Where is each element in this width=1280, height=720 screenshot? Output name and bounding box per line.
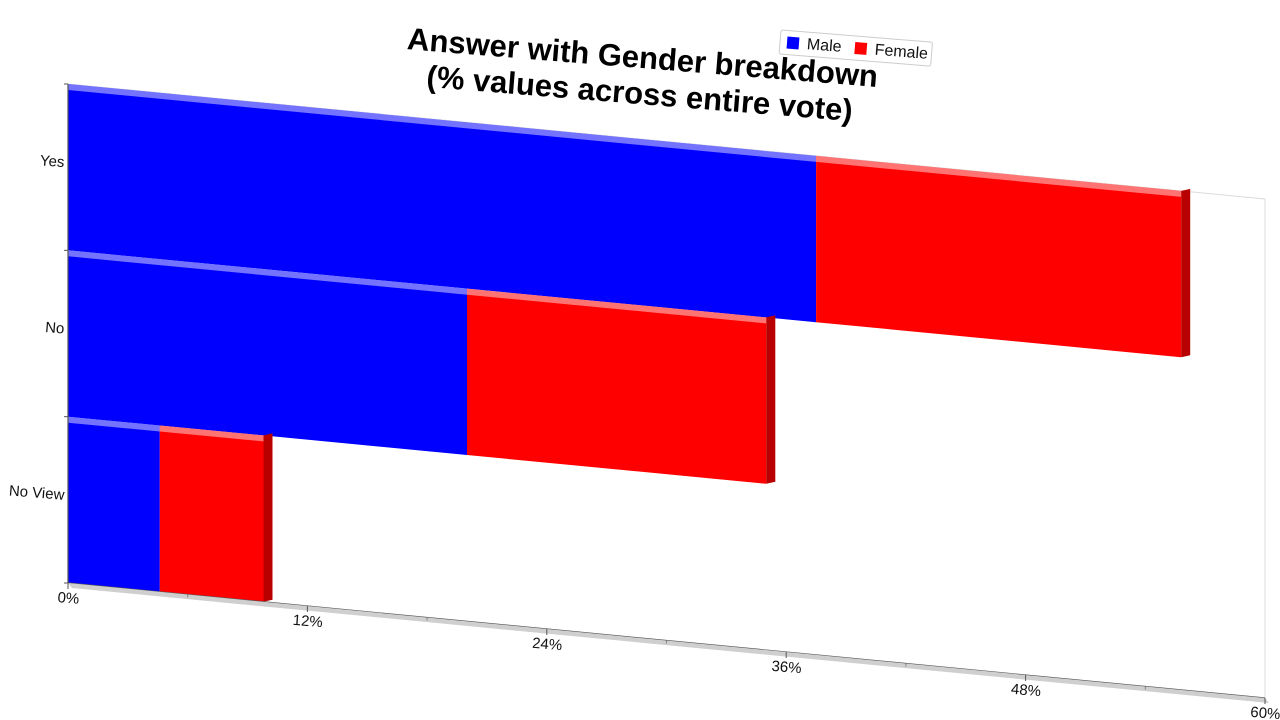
legend: Male Female [778, 29, 933, 67]
legend-label-female: Female [874, 42, 929, 63]
bar-no-male [68, 250, 467, 455]
legend-swatch-male [786, 36, 800, 50]
bars-group [68, 84, 1191, 602]
x-tick-label-1: 12% [292, 612, 323, 631]
x-tick-label-2: 24% [532, 635, 563, 654]
bar-yes-male [68, 84, 817, 323]
x-tick-label-5: 60% [1250, 704, 1280, 720]
bar-highlight-no-male [68, 250, 467, 295]
bar-highlight-yes-male [68, 84, 817, 162]
bar-end-no-view [263, 433, 273, 602]
legend-box: Male Female [778, 29, 933, 67]
bar-highlight-no-female [467, 288, 767, 324]
bar-highlight-no-view-female [159, 425, 264, 442]
axes-group: Yes No No View 0% 12% 24% 36% 48% 60% [8, 83, 1280, 720]
x-tick-label-3: 36% [771, 658, 802, 677]
bar-no-view-male [68, 416, 160, 592]
legend-swatch-female [854, 41, 868, 55]
bar-end-no [766, 315, 776, 484]
category-label-yes: Yes [39, 152, 65, 171]
bar-highlight-no-view-male [68, 416, 160, 432]
bar-end-yes [1181, 188, 1191, 358]
x-axis-floor [68, 583, 1269, 703]
bar-highlight-yes-female [816, 155, 1182, 197]
category-label-no-view: No View [8, 482, 65, 503]
x-tick-label-0: 0% [57, 589, 80, 608]
category-label-no: No [45, 319, 65, 337]
bar-no-view-female [159, 425, 264, 602]
bar-yes-female [816, 155, 1182, 358]
x-tick-label-4: 48% [1010, 681, 1041, 700]
bar-no-female [467, 288, 767, 484]
legend-label-male: Male [806, 36, 842, 56]
